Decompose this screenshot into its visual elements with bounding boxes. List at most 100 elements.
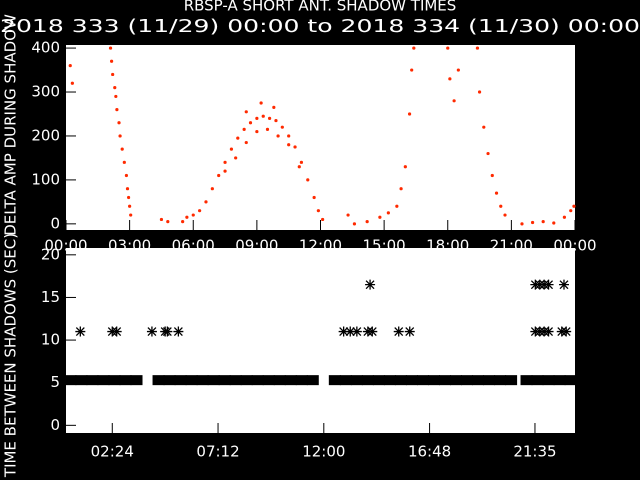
point xyxy=(68,64,72,68)
point xyxy=(223,169,227,173)
y-tick-label: 200 xyxy=(31,126,60,144)
point xyxy=(280,125,284,129)
point xyxy=(542,375,555,386)
y-tick-label: 15 xyxy=(41,288,60,306)
point xyxy=(399,187,403,191)
x-tick-label: 00:00 xyxy=(553,237,596,255)
point xyxy=(543,326,554,337)
point xyxy=(499,204,503,208)
point xyxy=(166,220,170,224)
point xyxy=(383,375,396,386)
point xyxy=(113,86,117,90)
point xyxy=(109,59,114,63)
point xyxy=(111,326,122,337)
point xyxy=(146,326,157,337)
point xyxy=(152,375,165,386)
point xyxy=(125,187,130,191)
point xyxy=(198,209,202,213)
point xyxy=(378,215,382,219)
point xyxy=(312,195,316,200)
point xyxy=(207,375,220,386)
point xyxy=(494,375,507,386)
point xyxy=(410,68,414,72)
point xyxy=(255,129,259,134)
point xyxy=(316,209,320,213)
chart-title: RBSP-A SHORT ANT. SHADOW TIMES xyxy=(184,0,457,15)
point xyxy=(490,173,494,178)
chart-subtitle: 2018 333 (11/29) 00:00 to 2018 334 (11/3… xyxy=(0,16,640,37)
point xyxy=(229,147,234,151)
point xyxy=(346,213,350,217)
point xyxy=(553,375,566,386)
point xyxy=(448,77,452,81)
point xyxy=(119,375,132,386)
x-tick-label: 15:00 xyxy=(363,237,406,255)
x-tick-label: 02:24 xyxy=(91,443,134,461)
y-tick-label: 10 xyxy=(41,331,60,349)
point xyxy=(129,213,133,217)
point xyxy=(124,173,129,178)
x-tick-label: 21:00 xyxy=(490,237,533,255)
point xyxy=(259,101,263,105)
point xyxy=(339,375,352,386)
y-axis-label: DELTA AMP DURING SHADOW xyxy=(2,14,20,236)
y-tick-label: 0 xyxy=(50,416,60,434)
point xyxy=(306,178,310,182)
point xyxy=(367,326,378,337)
point xyxy=(185,215,189,219)
x-tick-label: 07:12 xyxy=(196,443,239,461)
point xyxy=(236,136,240,140)
point xyxy=(394,375,407,386)
point xyxy=(265,127,270,131)
x-tick-label: 03:00 xyxy=(108,237,151,255)
point xyxy=(405,375,418,386)
point xyxy=(64,375,77,386)
y-axis-label: TIME BETWEEN SHADOWS (SEC) xyxy=(2,233,20,478)
point xyxy=(482,125,486,129)
point xyxy=(446,46,450,50)
point xyxy=(173,326,184,337)
point xyxy=(248,121,253,125)
point xyxy=(240,375,253,386)
point xyxy=(70,81,74,85)
point xyxy=(328,375,341,386)
point xyxy=(174,375,187,386)
point xyxy=(234,156,238,160)
y-tick-label: 400 xyxy=(31,39,60,57)
point xyxy=(75,375,88,386)
point xyxy=(450,375,463,386)
point xyxy=(365,220,369,224)
y-tick-label: 100 xyxy=(31,170,60,188)
point xyxy=(244,110,248,114)
point xyxy=(416,375,429,386)
point xyxy=(287,134,291,138)
point xyxy=(115,107,119,112)
x-tick-label: 21:35 xyxy=(513,443,556,461)
point xyxy=(386,211,390,215)
point xyxy=(412,46,416,50)
point xyxy=(117,121,121,125)
point xyxy=(159,217,164,222)
plot-area xyxy=(66,45,575,230)
point xyxy=(520,375,533,386)
y-tick-label: 300 xyxy=(31,83,60,101)
point xyxy=(111,72,115,77)
x-tick-label: 00:00 xyxy=(44,237,87,255)
x-tick-label: 18:00 xyxy=(426,237,469,255)
y-tick-label: 0 xyxy=(50,214,60,232)
point xyxy=(403,165,407,169)
point xyxy=(217,173,221,178)
point xyxy=(365,279,376,290)
point xyxy=(223,160,227,164)
point xyxy=(393,326,404,337)
point xyxy=(483,375,496,386)
x-tick-label: 09:00 xyxy=(235,237,278,255)
point xyxy=(295,375,308,386)
point xyxy=(273,375,286,386)
point xyxy=(108,46,113,50)
point xyxy=(261,114,265,118)
point xyxy=(196,375,209,386)
point xyxy=(299,160,304,164)
point xyxy=(345,326,356,337)
